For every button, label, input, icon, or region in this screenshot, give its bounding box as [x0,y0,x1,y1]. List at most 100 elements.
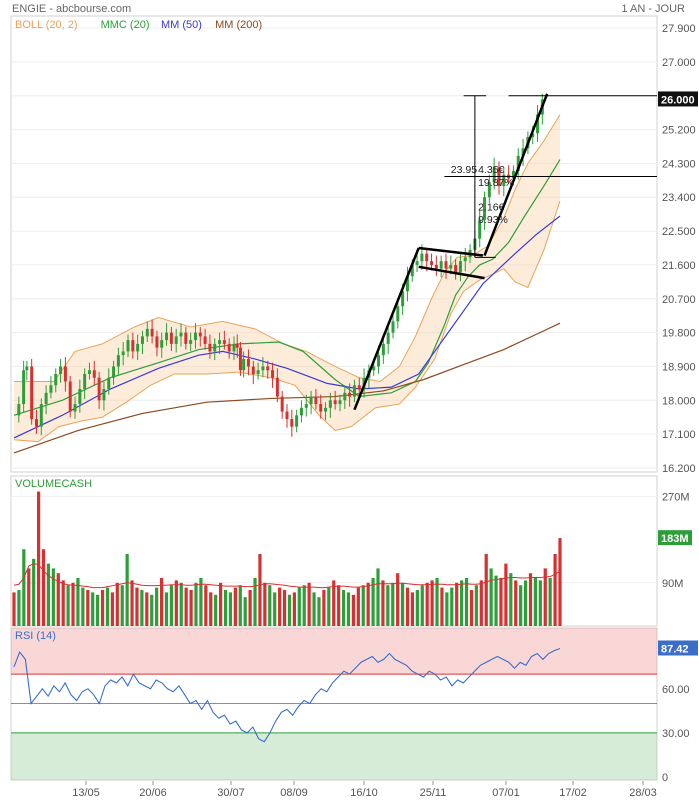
candle-body [280,396,284,412]
volume-bar [499,578,503,626]
last-price-badge [658,91,698,107]
volume-bar [337,585,341,626]
volume-bar [56,573,60,626]
candle-body [59,366,63,374]
candle-body [449,264,453,269]
volume-bar [282,590,287,626]
candle-body [444,261,448,269]
candle-body [112,366,116,378]
volume-bar [17,590,21,626]
annotation-label: 23.95 [451,164,477,176]
volume-bar [61,580,65,626]
volume-bar [22,549,26,626]
volume-bar [504,563,508,626]
x-tick-label: 17/02 [559,787,587,799]
volume-bar [228,592,233,626]
volume-bar [307,582,311,626]
volume-bar [400,582,405,626]
candle-body [73,404,77,412]
legend-item: MMC (20) [101,19,150,31]
volume-bar [115,582,119,626]
price-tick-label: 16.200 [662,463,696,475]
candle-body [44,392,48,405]
chart-period-selector[interactable]: 1 AN - JOUR [621,3,685,15]
x-tick-label: 28/03 [629,787,657,799]
volume-bar [164,592,169,626]
candle-body [319,404,323,412]
candle-body [68,381,72,412]
volume-bar [194,582,198,626]
price-tick-label: 19.800 [662,328,696,340]
candle-body [304,404,308,408]
volume-bar [435,578,439,626]
price-legend: BOLL (20, 2) MMC (20) MM (50) MM (200) [15,19,262,31]
chart-header-title: ENGIE - abcbourse.com [12,3,132,15]
candle-body [256,370,260,374]
volume-bar [125,554,129,626]
volume-bars [12,491,562,626]
volume-bar [410,592,415,626]
price-tick-label: 24.300 [662,158,696,170]
rsi-tick-label: 30.00 [662,728,690,740]
volume-bar [76,578,80,626]
candle-body [314,396,318,405]
candle-body [357,385,361,390]
volume-bar [455,582,459,626]
candle-body [189,340,193,344]
price-tick-label: 17.100 [662,429,696,441]
volume-bar [366,582,370,626]
candle-body [439,261,443,269]
candle-body [179,332,183,337]
candle-body [425,253,429,262]
volume-bar [105,587,110,626]
x-tick-label: 20/06 [139,787,167,799]
volume-bar [317,597,321,626]
candle-body [377,355,381,367]
x-axis: 13/05 20/06 30/07 08/09 16/10 25/11 07/01 17/02… [72,781,657,799]
price-tick-label: 22.500 [662,226,696,238]
annotation-label: 9.93% [478,214,508,226]
last-price-value: 26.000 [661,94,695,106]
rsi-oversold-zone [11,732,657,780]
volume-bar [538,580,542,626]
volume-bar [391,582,395,626]
candle-body [536,114,540,134]
candle-body [54,373,58,386]
volume-bar [268,585,272,626]
annotation-label: 2.16€ [478,201,504,213]
candle-body [531,133,535,138]
volume-bar [199,578,203,626]
rsi-last-badge [658,640,698,656]
volume-bar [533,578,538,626]
candle-body [238,347,242,371]
candle-body [30,366,34,420]
volume-bar [27,568,31,626]
candle-body [136,343,140,352]
trend-drawings [353,93,657,411]
candle-body [463,257,467,262]
volume-bar [263,582,267,626]
ma20-line [13,159,561,416]
volume-bar [351,594,356,626]
candle-body [343,392,347,401]
volume-bar [130,580,134,626]
volume-bar [179,582,183,626]
x-tick-label: 16/10 [350,787,378,799]
candle-body [242,358,246,371]
volume-bar [489,568,493,626]
candle-body [150,328,154,337]
volume-bar [341,590,346,626]
volume-bar [145,592,149,626]
volume-bar [238,585,242,626]
volume-bar [155,587,159,626]
volume-bar [445,592,449,626]
trend-line-flagpole [353,247,420,411]
volume-bar [218,582,223,626]
volume-bar [214,594,218,626]
candle-body [131,340,135,352]
candle-body [271,370,275,378]
candle-body [328,400,332,408]
bollinger-lower [13,200,561,443]
candle-body [295,415,299,427]
